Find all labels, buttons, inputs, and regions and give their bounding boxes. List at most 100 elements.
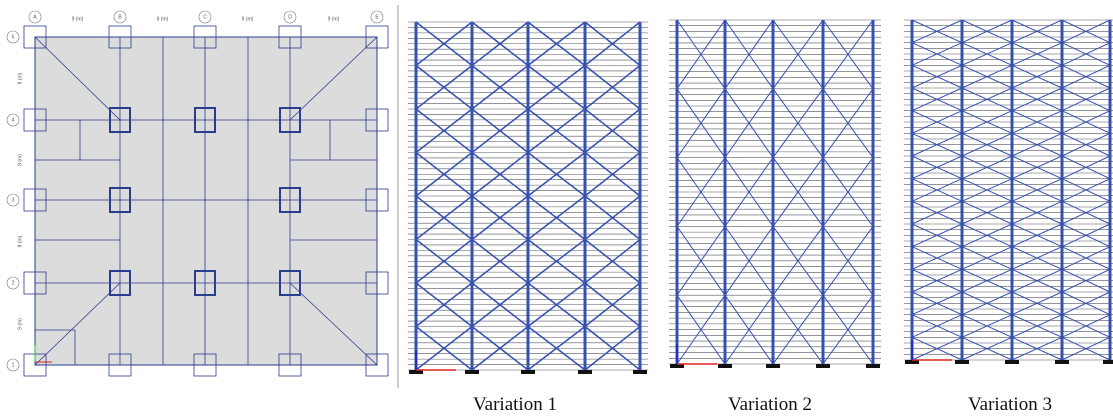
brace xyxy=(961,268,1013,293)
span-label: 9 (m) xyxy=(17,318,23,330)
brace xyxy=(911,291,963,316)
brace xyxy=(471,108,529,154)
core-column xyxy=(109,187,131,213)
brace xyxy=(772,19,824,90)
support xyxy=(905,360,919,364)
brace xyxy=(415,325,473,371)
column xyxy=(108,353,132,377)
brace xyxy=(772,294,824,365)
brace xyxy=(471,238,529,284)
brace xyxy=(961,246,1013,270)
brace xyxy=(1011,155,1063,180)
grid-bubble xyxy=(6,193,20,207)
span-label: 9 (m) xyxy=(157,16,169,22)
grid-bubble xyxy=(6,30,20,44)
brace xyxy=(961,291,1013,316)
grid-bubble xyxy=(6,276,20,290)
brace xyxy=(584,325,641,371)
column xyxy=(278,353,302,377)
brace xyxy=(471,325,529,371)
span-label: 9 (m) xyxy=(242,16,254,22)
grid-bubble xyxy=(113,10,127,24)
brace xyxy=(527,21,586,67)
brace xyxy=(584,238,641,284)
brace xyxy=(1061,291,1111,316)
brace xyxy=(822,226,874,296)
grid-label: 5 xyxy=(12,34,15,40)
brace xyxy=(911,87,963,112)
brace xyxy=(1011,19,1063,44)
brace xyxy=(415,282,473,328)
brace xyxy=(911,64,963,89)
brace xyxy=(1011,132,1063,157)
column xyxy=(365,188,389,212)
brace xyxy=(911,178,963,202)
support xyxy=(866,364,880,368)
grid-bubble xyxy=(28,10,42,24)
brace xyxy=(1011,87,1063,112)
core-column xyxy=(109,270,131,296)
support xyxy=(465,370,479,374)
support xyxy=(633,370,647,374)
caption: Variation 2 xyxy=(728,394,812,415)
brace xyxy=(822,157,874,227)
brace xyxy=(724,157,774,227)
caption: Variation 1 xyxy=(473,394,557,415)
support xyxy=(1103,360,1113,364)
brace xyxy=(911,336,963,361)
brace xyxy=(911,314,963,338)
brace xyxy=(1011,110,1063,134)
brace xyxy=(584,64,641,110)
brace xyxy=(822,88,874,158)
brace xyxy=(772,226,824,296)
grid-label: D xyxy=(288,14,292,20)
brace xyxy=(961,64,1013,89)
column xyxy=(23,271,47,295)
brace xyxy=(471,64,529,110)
brace xyxy=(961,132,1013,157)
brace xyxy=(1061,132,1111,157)
brace xyxy=(1011,223,1063,248)
core-column xyxy=(194,107,216,133)
support xyxy=(670,364,684,368)
brace xyxy=(676,294,726,365)
beam xyxy=(289,36,378,121)
core-column xyxy=(109,107,131,133)
beam xyxy=(34,36,121,121)
brace xyxy=(822,294,874,365)
brace xyxy=(911,42,963,66)
brace xyxy=(471,282,529,328)
brace xyxy=(911,268,963,293)
grid-label: B xyxy=(118,14,122,20)
brace xyxy=(1011,200,1063,225)
core-column xyxy=(279,270,301,296)
brace xyxy=(1061,268,1111,293)
grid-label: A xyxy=(33,14,37,20)
brace xyxy=(911,110,963,134)
brace xyxy=(961,178,1013,202)
brace xyxy=(676,88,726,158)
brace xyxy=(1061,155,1111,180)
grid-bubble xyxy=(283,10,297,24)
brace xyxy=(527,64,586,110)
brace xyxy=(961,155,1013,180)
brace xyxy=(584,282,641,328)
column xyxy=(365,353,389,377)
brace xyxy=(911,246,963,270)
brace xyxy=(961,42,1013,66)
brace xyxy=(911,223,963,248)
brace xyxy=(724,226,774,296)
support xyxy=(1005,360,1019,364)
brace xyxy=(527,282,586,328)
brace xyxy=(527,195,586,241)
brace xyxy=(961,336,1013,361)
brace xyxy=(1061,336,1111,361)
span-label: 9 (m) xyxy=(72,16,84,22)
grid-label: 4 xyxy=(12,117,15,123)
column xyxy=(365,25,389,49)
span-label: 9 (m) xyxy=(328,16,340,22)
column xyxy=(365,108,389,132)
brace xyxy=(961,200,1013,225)
grid-bubble xyxy=(198,10,212,24)
grid-bubble xyxy=(6,113,20,127)
